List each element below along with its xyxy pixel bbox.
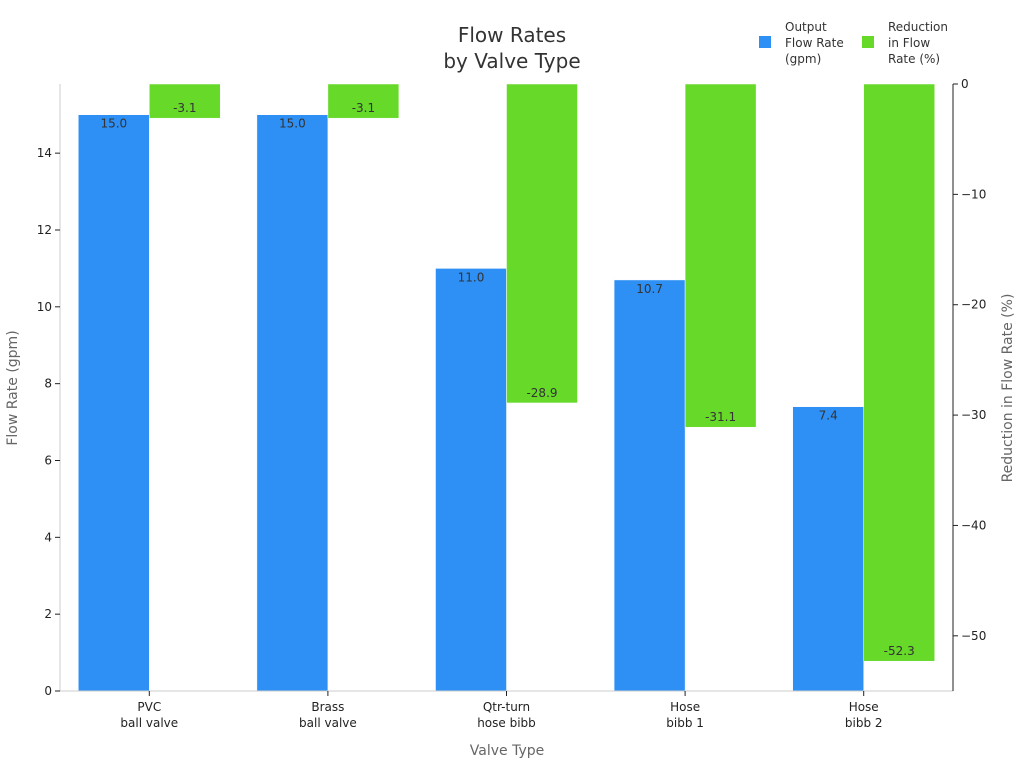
legend-label: (gpm) [785,52,821,66]
axes: 0 2 4 6 8 10 12 14 0 −10 −20 −30 −40 −50 PVC ball valve… [37,77,987,730]
chart-title-line: by Valve Type [443,49,580,73]
x-tick-label: bibb 1 [666,716,704,730]
legend-swatch [759,36,771,48]
x-tick-label: Qtr-turn [483,700,530,714]
bar-value-label: -52.3 [884,644,915,658]
y-tick-label: 6 [44,453,52,467]
legend-label: Output [785,20,827,34]
plot-area: 15.0 -3.1 15.0 -3.1 11.0 -28.9 10.7 -31.1 7.4 -52… [78,83,935,692]
bar-output-flow-rate [792,406,864,692]
y-tick-label: 12 [37,223,52,237]
bar-output-flow-rate [256,114,329,692]
bar-reduction [506,83,578,404]
y-tick-label: 14 [37,146,52,160]
x-axis-label: Valve Type [470,743,544,759]
x-tick-label: hose bibb [477,716,536,730]
bar-value-label: 11.0 [458,270,485,284]
bar-value-label: 15.0 [100,117,127,131]
legend: Output Flow Rate (gpm) Reduction in Flow Rate… [759,20,948,66]
x-tick-label: PVC [137,700,161,714]
bar-value-label: -31.1 [705,410,736,424]
legend-swatch [862,36,874,48]
bar-reduction [327,83,400,119]
y-tick-label: 4 [44,530,52,544]
y-tick-label: 2 [44,607,52,621]
bar-value-label: 7.4 [819,409,838,423]
bar-output-flow-rate [435,268,507,692]
bar-output-flow-rate [613,279,686,692]
y2-tick-label: 0 [961,77,969,91]
bar-value-label: -3.1 [173,101,196,115]
x-tick-label: ball valve [120,716,178,730]
bar-output-flow-rate [78,114,150,692]
legend-label: Rate (%) [888,52,940,66]
y2-tick-label: −40 [961,518,986,532]
y-tick-label: 0 [44,684,52,698]
bar-reduction [149,83,221,119]
bar-reduction [684,83,757,428]
legend-label: in Flow [888,36,930,50]
y2-tick-label: −50 [961,629,986,643]
bar-value-label: -3.1 [352,101,375,115]
x-tick-label: Hose [849,700,879,714]
legend-label: Reduction [888,20,948,34]
y2-tick-label: −30 [961,408,986,422]
bar-reduction [863,83,935,662]
y2-tick-label: −20 [961,298,986,312]
x-tick-label: Brass [311,700,344,714]
chart-title-line: Flow Rates [458,23,566,47]
x-tick-label: bibb 2 [845,716,883,730]
bar-value-label: -28.9 [526,386,557,400]
legend-label: Flow Rate [785,36,844,50]
y-tick-label: 8 [44,377,52,391]
y-tick-label: 10 [37,300,52,314]
bar-value-label: 15.0 [279,117,306,131]
y2-axis-label: Reduction in Flow Rate (%) [1000,294,1016,483]
y-axis-label: Flow Rate (gpm) [5,330,21,445]
bar-value-label: 10.7 [636,282,663,296]
x-tick-label: ball valve [299,716,357,730]
x-tick-label: Hose [670,700,700,714]
y2-tick-label: −10 [961,187,986,201]
